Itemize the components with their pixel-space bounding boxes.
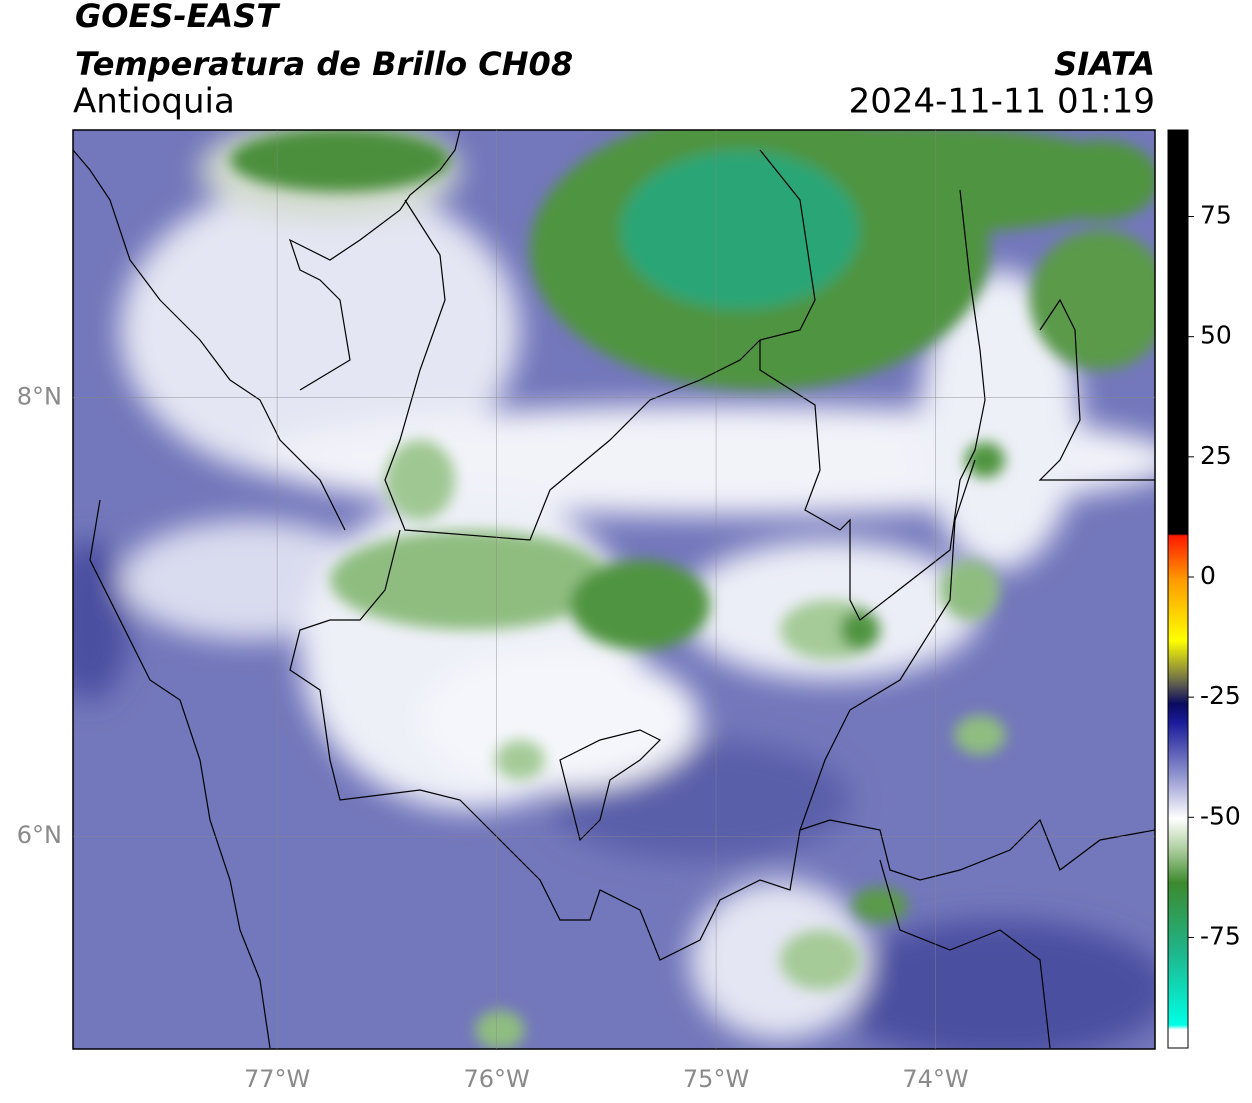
satellite-image	[73, 130, 1155, 1049]
colorbar-tick-label: 0	[1200, 561, 1216, 590]
map-frame	[72, 129, 1156, 1050]
source: SIATA	[1054, 45, 1155, 83]
datetime: 2024-11-11 01:19	[849, 82, 1155, 122]
colorbar-tick-label: 75	[1200, 201, 1232, 230]
lon-tick-label: 77°W	[244, 1065, 310, 1093]
colorbar-tick-label: -25	[1200, 681, 1241, 710]
lat-tick-label: 6°N	[17, 821, 62, 849]
lon-tick-label: 75°W	[683, 1065, 749, 1093]
lon-tick-label: 74°W	[902, 1065, 968, 1093]
colorbar-tick-label: -75	[1200, 921, 1241, 950]
colorbar	[1167, 129, 1189, 1049]
subtitle: Temperatura de Brillo CH08	[75, 45, 573, 83]
colorbar-tick-label: 50	[1200, 321, 1232, 350]
title: GOES-EAST	[75, 0, 280, 35]
colorbar-tick-label: 25	[1200, 441, 1232, 470]
region: Antioquia	[73, 82, 235, 122]
lon-tick-label: 76°W	[463, 1065, 529, 1093]
lat-tick-label: 8°N	[17, 383, 62, 411]
colorbar-tick-label: -50	[1200, 801, 1241, 830]
